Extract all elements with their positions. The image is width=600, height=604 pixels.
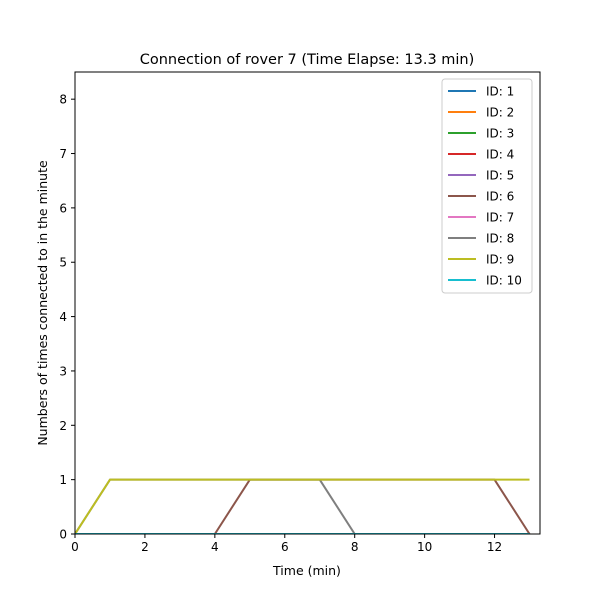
legend-item: ID: 8 <box>448 232 514 246</box>
y-tick-label: 2 <box>59 419 67 433</box>
legend-item: ID: 10 <box>448 274 522 288</box>
series-line-id-6 <box>75 478 531 534</box>
y-tick-label: 7 <box>59 147 67 161</box>
legend: ID: 1 ID: 2 ID: 3 ID: 4 ID: 5 ID: 6 ID: 7 ID: 8… <box>441 78 533 294</box>
x-tick-label: 4 <box>211 540 219 554</box>
legend-label: ID: 6 <box>486 190 514 204</box>
legend-item: ID: 6 <box>448 190 514 204</box>
y-tick-label: 4 <box>59 310 67 324</box>
legend-label: ID: 8 <box>486 232 514 246</box>
legend-label: ID: 9 <box>486 253 514 267</box>
x-tick-label: 10 <box>417 540 432 554</box>
y-tick-label: 5 <box>59 256 67 270</box>
series-lines <box>75 478 531 534</box>
x-tick-label: 6 <box>281 540 289 554</box>
y-tick-label: 1 <box>59 473 67 487</box>
plot-area <box>75 478 531 534</box>
series-line-id-8 <box>75 478 530 534</box>
legend-label: ID: 7 <box>486 211 514 225</box>
y-tick-label: 3 <box>59 364 67 378</box>
y-axis-label: Numbers of times connected to in the min… <box>35 160 50 446</box>
x-tick-label: 12 <box>487 540 502 554</box>
chart-title: Connection of rover 7 (Time Elapse: 13.3… <box>140 52 475 68</box>
legend-item: ID: 1 <box>448 85 514 99</box>
y-tick-label: 6 <box>59 201 67 215</box>
legend-label: ID: 3 <box>486 127 514 141</box>
legend-label: ID: 5 <box>486 169 514 183</box>
legend-label: ID: 1 <box>486 85 514 99</box>
y-tick-label: 8 <box>59 93 67 107</box>
legend-item: ID: 5 <box>448 169 514 183</box>
legend-label: ID: 10 <box>486 274 522 288</box>
legend-item: ID: 7 <box>448 211 514 225</box>
legend-label: ID: 4 <box>486 148 514 162</box>
x-tick-label: 8 <box>351 540 359 554</box>
y-tick-label: 0 <box>59 528 67 542</box>
legend-item: ID: 4 <box>448 148 514 162</box>
series-line-id-9 <box>75 478 530 534</box>
axes-frame <box>74 71 541 535</box>
x-axis-label: Time (min) <box>272 563 341 578</box>
legend-label: ID: 2 <box>486 106 514 120</box>
x-tick-label: 2 <box>141 540 149 554</box>
legend-item: ID: 9 <box>448 253 514 267</box>
legend-item: ID: 2 <box>448 106 514 120</box>
legend-item: ID: 3 <box>448 127 514 141</box>
x-tick-label: 0 <box>71 540 79 554</box>
